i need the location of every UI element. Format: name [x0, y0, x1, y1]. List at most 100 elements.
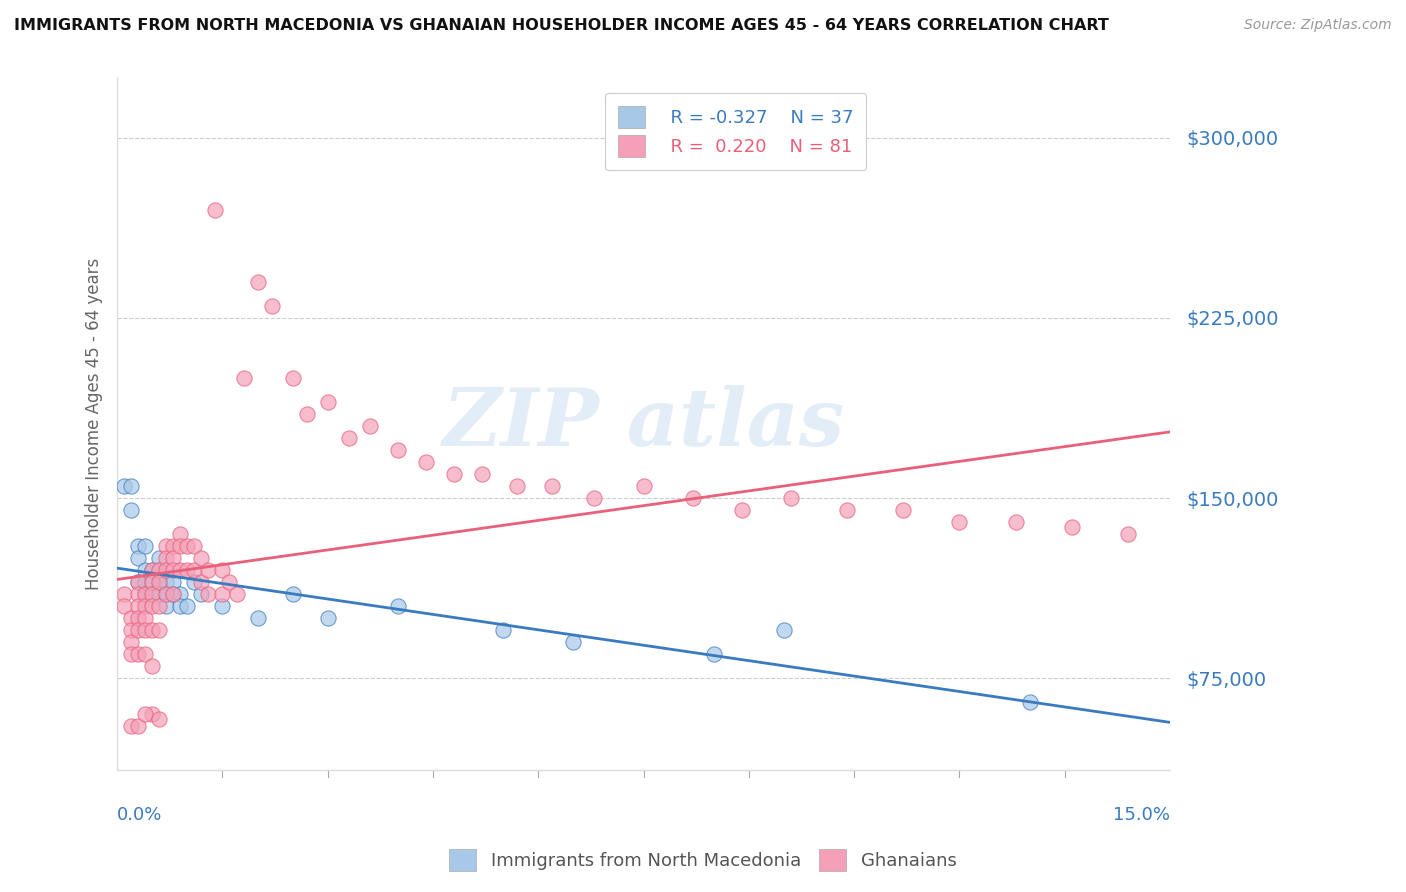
- Point: [148, 563, 170, 577]
- Legend: Immigrants from North Macedonia, Ghanaians: Immigrants from North Macedonia, Ghanaia…: [441, 842, 965, 879]
- Point: [162, 575, 184, 590]
- Point: [211, 587, 233, 601]
- Point: [141, 707, 163, 722]
- Point: [120, 719, 142, 733]
- Point: [1018, 695, 1040, 709]
- Point: [246, 275, 269, 289]
- Point: [583, 491, 606, 505]
- Point: [281, 371, 304, 385]
- Point: [190, 587, 212, 601]
- Point: [190, 551, 212, 566]
- Text: IMMIGRANTS FROM NORTH MACEDONIA VS GHANAIAN HOUSEHOLDER INCOME AGES 45 - 64 YEAR: IMMIGRANTS FROM NORTH MACEDONIA VS GHANA…: [14, 18, 1109, 33]
- Point: [134, 707, 156, 722]
- Point: [169, 539, 191, 553]
- Point: [471, 467, 494, 481]
- Point: [134, 563, 156, 577]
- Point: [162, 539, 184, 553]
- Point: [141, 575, 163, 590]
- Point: [155, 575, 177, 590]
- Point: [148, 587, 170, 601]
- Point: [1060, 520, 1083, 534]
- Point: [169, 599, 191, 614]
- Point: [141, 659, 163, 673]
- Point: [316, 395, 339, 409]
- Point: [176, 563, 198, 577]
- Point: [169, 587, 191, 601]
- Point: [134, 648, 156, 662]
- Point: [120, 635, 142, 649]
- Point: [141, 563, 163, 577]
- Point: [183, 575, 205, 590]
- Point: [141, 587, 163, 601]
- Point: [562, 635, 585, 649]
- Point: [134, 575, 156, 590]
- Point: [155, 539, 177, 553]
- Point: [682, 491, 704, 505]
- Point: [134, 587, 156, 601]
- Point: [148, 551, 170, 566]
- Point: [316, 611, 339, 625]
- Point: [148, 563, 170, 577]
- Point: [127, 551, 149, 566]
- Point: [148, 575, 170, 590]
- Point: [190, 575, 212, 590]
- Point: [162, 587, 184, 601]
- Point: [260, 299, 283, 313]
- Point: [112, 479, 135, 493]
- Point: [148, 712, 170, 726]
- Point: [281, 587, 304, 601]
- Point: [134, 624, 156, 638]
- Point: [773, 624, 796, 638]
- Point: [337, 431, 360, 445]
- Point: [183, 539, 205, 553]
- Point: [731, 503, 754, 517]
- Point: [120, 611, 142, 625]
- Point: [127, 611, 149, 625]
- Point: [197, 563, 219, 577]
- Point: [155, 599, 177, 614]
- Point: [120, 479, 142, 493]
- Point: [415, 455, 437, 469]
- Point: [837, 503, 859, 517]
- Point: [127, 719, 149, 733]
- Point: [141, 624, 163, 638]
- Point: [633, 479, 655, 493]
- Point: [141, 599, 163, 614]
- Point: [141, 575, 163, 590]
- Point: [155, 587, 177, 601]
- Text: 15.0%: 15.0%: [1114, 805, 1170, 824]
- Point: [162, 587, 184, 601]
- Point: [127, 539, 149, 553]
- Point: [169, 527, 191, 541]
- Point: [134, 539, 156, 553]
- Point: [1004, 515, 1026, 529]
- Point: [127, 575, 149, 590]
- Point: [359, 419, 381, 434]
- Point: [387, 443, 409, 458]
- Point: [176, 539, 198, 553]
- Point: [211, 599, 233, 614]
- Point: [155, 587, 177, 601]
- Point: [169, 563, 191, 577]
- Point: [127, 599, 149, 614]
- Point: [197, 587, 219, 601]
- Text: ZIP atlas: ZIP atlas: [443, 384, 845, 462]
- Point: [112, 599, 135, 614]
- Point: [155, 563, 177, 577]
- Point: [176, 599, 198, 614]
- Point: [232, 371, 254, 385]
- Point: [127, 587, 149, 601]
- Point: [134, 587, 156, 601]
- Point: [891, 503, 914, 517]
- Point: [246, 611, 269, 625]
- Text: 0.0%: 0.0%: [117, 805, 163, 824]
- Point: [183, 563, 205, 577]
- Point: [134, 611, 156, 625]
- Point: [780, 491, 803, 505]
- Point: [443, 467, 465, 481]
- Point: [127, 624, 149, 638]
- Point: [225, 587, 247, 601]
- Point: [148, 575, 170, 590]
- Point: [141, 587, 163, 601]
- Point: [387, 599, 409, 614]
